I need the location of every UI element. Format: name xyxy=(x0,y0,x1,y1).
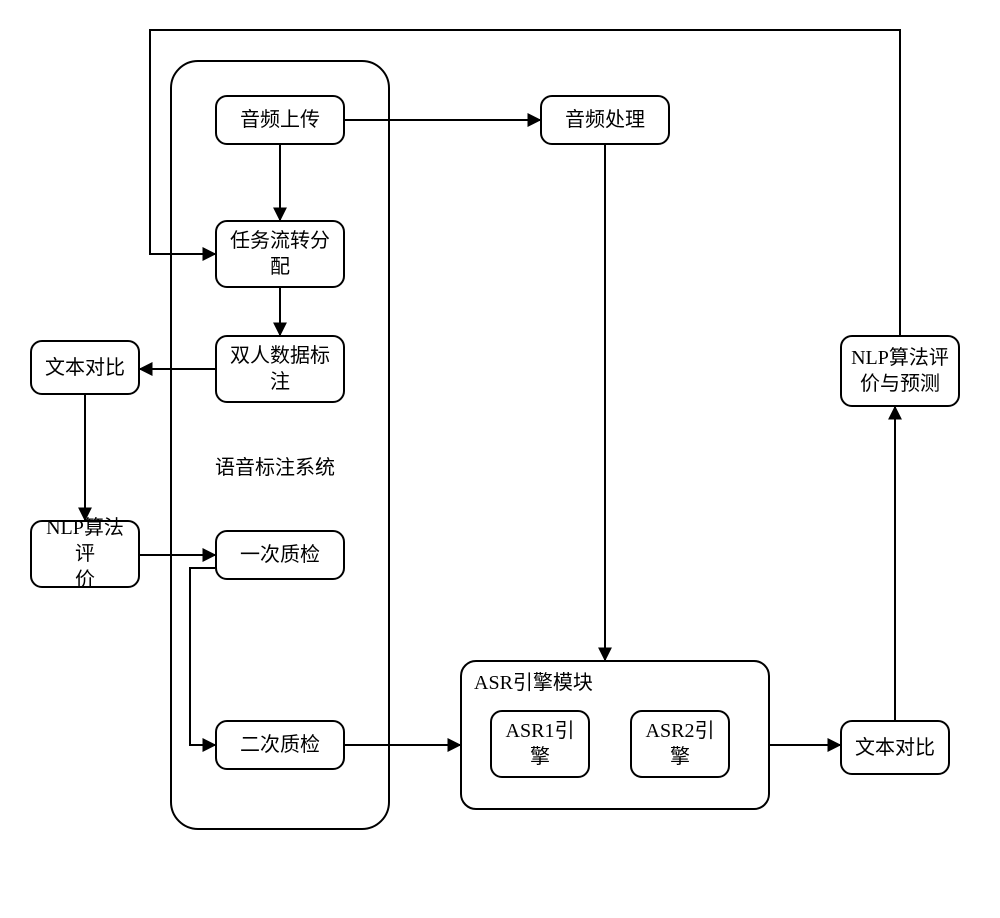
audio-process-label: 音频处理 xyxy=(565,107,645,133)
asr2-node: ASR2引擎 xyxy=(630,710,730,778)
asr2-label: ASR2引擎 xyxy=(646,718,715,770)
qc2-label: 二次质检 xyxy=(240,732,320,758)
asr1-label: ASR1引擎 xyxy=(506,718,575,770)
qc1-label: 一次质检 xyxy=(240,542,320,568)
nlp-eval-2-label: NLP算法评价与预测 xyxy=(851,345,949,397)
annotation-system-label: 语音标注系统 xyxy=(215,455,335,481)
audio-upload-label: 音频上传 xyxy=(240,107,320,133)
qc1-node: 一次质检 xyxy=(215,530,345,580)
dual-annotation-node: 双人数据标注 xyxy=(215,335,345,403)
text-compare-1-node: 文本对比 xyxy=(30,340,140,395)
asr-module-label: ASR引擎模块 xyxy=(474,670,593,696)
audio-upload-node: 音频上传 xyxy=(215,95,345,145)
annotation-system-group xyxy=(170,60,390,830)
dual-annotation-label: 双人数据标注 xyxy=(230,343,330,395)
text-compare-1-label: 文本对比 xyxy=(45,355,125,381)
nlp-eval-1-node: NLP算法评价 xyxy=(30,520,140,588)
task-dispatch-node: 任务流转分配 xyxy=(215,220,345,288)
nlp-eval-1-label: NLP算法评价 xyxy=(38,515,132,593)
text-compare-2-label: 文本对比 xyxy=(855,735,935,761)
nlp-eval-2-node: NLP算法评价与预测 xyxy=(840,335,960,407)
task-dispatch-label: 任务流转分配 xyxy=(230,228,330,280)
audio-process-node: 音频处理 xyxy=(540,95,670,145)
asr1-node: ASR1引擎 xyxy=(490,710,590,778)
text-compare-2-node: 文本对比 xyxy=(840,720,950,775)
qc2-node: 二次质检 xyxy=(215,720,345,770)
